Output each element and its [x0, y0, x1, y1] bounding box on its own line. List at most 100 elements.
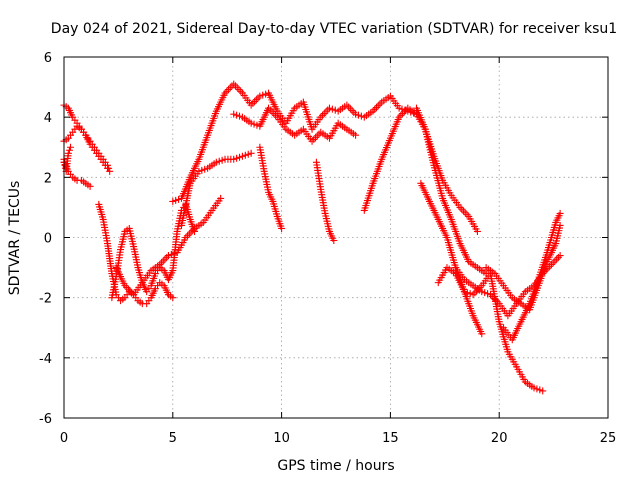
data-point [478, 330, 486, 338]
data-point-fill [262, 90, 270, 98]
chart-title: Day 024 of 2021, Sidereal Day-to-day VTE… [51, 21, 617, 37]
data-point-fill [225, 85, 233, 93]
data-point-fill [172, 196, 180, 204]
data-point [64, 149, 72, 157]
data-point-fill [189, 226, 197, 234]
data-point-fill [157, 259, 165, 267]
x-axis-label: GPS time / hours [277, 458, 394, 474]
data-point-fill [374, 102, 382, 110]
data-point-fill [233, 84, 241, 92]
y-tick-label: -6 [39, 412, 52, 427]
x-tick-label: 25 [600, 431, 617, 446]
data-point-fill [322, 108, 330, 116]
data-point-fill [554, 253, 562, 261]
data-point-fill [218, 156, 226, 164]
data-point [230, 80, 238, 88]
y-tick-label: -4 [39, 352, 52, 367]
data-point [547, 261, 555, 269]
data-point-fill [549, 259, 557, 267]
x-tick-label: 0 [60, 431, 68, 446]
y-tick-label: 0 [44, 232, 52, 247]
x-tick-label: 5 [169, 431, 177, 446]
data-point [556, 209, 564, 217]
data-point-fill [241, 151, 249, 159]
data-point-fill [215, 157, 223, 165]
data-point-fill [371, 105, 379, 113]
data-point-fill [533, 385, 541, 393]
data-point [169, 294, 177, 302]
data-point-fill [536, 386, 544, 394]
data-point-fill [161, 255, 169, 263]
data-point-fill [170, 250, 178, 258]
data-point [478, 288, 486, 296]
data-point [86, 182, 94, 190]
data-point [247, 119, 255, 127]
data-point-fill [235, 85, 243, 93]
data-point [278, 224, 286, 232]
data-point-fill [233, 154, 241, 162]
data-point-fill [492, 296, 500, 304]
data-point-fill [175, 195, 183, 203]
data-point-fill [184, 232, 192, 240]
data-point-fill [551, 257, 559, 265]
data-point-fill [376, 100, 384, 108]
data-point-fill [481, 289, 489, 297]
data-point-fill [272, 111, 280, 119]
data-point [67, 143, 75, 151]
data-point-fill [319, 111, 327, 119]
data-point-fill [236, 112, 244, 120]
data-point-fill [345, 103, 353, 111]
data-point [395, 104, 403, 112]
data-point-fill [466, 290, 474, 298]
data-points [60, 80, 564, 395]
y-tick-label: 2 [44, 171, 52, 186]
data-point-fill [463, 211, 471, 219]
data-point [247, 149, 255, 157]
data-point [104, 164, 112, 172]
data-point-fill [249, 99, 257, 107]
data-point [325, 104, 333, 112]
data-point-fill [253, 121, 261, 129]
data-point [460, 288, 468, 296]
data-point [473, 227, 481, 235]
x-tick-label: 20 [491, 431, 508, 446]
data-point [230, 110, 238, 118]
data-point-fill [236, 153, 244, 161]
y-axis-label: SDTVAR / TECUs [7, 181, 23, 296]
data-point-fill [237, 87, 245, 95]
data-point-fill [354, 111, 362, 119]
data-point-fill [460, 207, 468, 215]
data-point-fill [310, 135, 318, 143]
data-point-fill [252, 96, 260, 104]
data-point-fill [328, 105, 336, 113]
x-tick-label: 15 [382, 431, 399, 446]
data-point [556, 252, 564, 260]
data-point-fill [463, 289, 471, 297]
data-point [256, 92, 264, 100]
data-point-fill [167, 251, 175, 259]
data-point-fill [312, 134, 320, 142]
data-point [212, 158, 220, 166]
data-point-fill [244, 150, 252, 158]
data-point-fill [372, 104, 380, 112]
data-point [230, 155, 238, 163]
data-point [238, 152, 246, 160]
data-point-fill [461, 209, 469, 217]
data-point-fill [259, 91, 267, 99]
data-point [539, 387, 547, 395]
data-point [352, 110, 360, 118]
data-point-fill [458, 205, 466, 213]
data-point-fill [159, 257, 167, 265]
data-point-fill [231, 82, 239, 90]
y-tick-label: 6 [44, 51, 52, 66]
data-point [217, 194, 225, 202]
data-point [195, 167, 203, 175]
data-point-fill [198, 166, 206, 174]
y-tick-label: 4 [44, 111, 52, 126]
data-point-fill [251, 98, 259, 106]
data-point-fill [250, 120, 258, 128]
data-point-fill [320, 110, 328, 118]
data-point-fill [324, 106, 332, 114]
data-point-fill [201, 165, 209, 173]
